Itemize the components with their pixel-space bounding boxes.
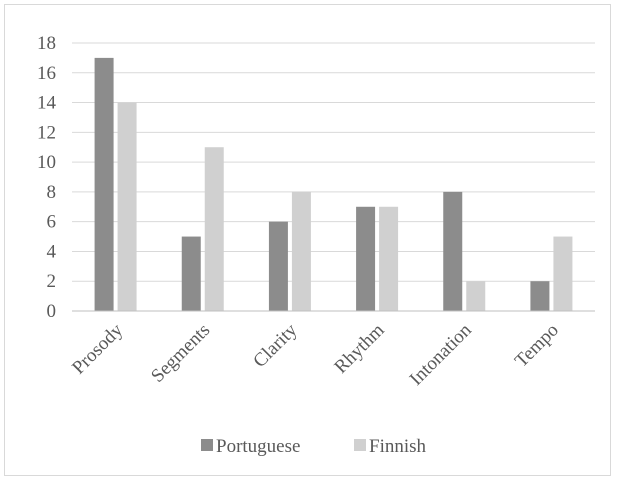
x-category-label: Rhythm	[330, 320, 388, 378]
legend: Portuguese Finnish	[201, 436, 427, 457]
x-axis-category-labels: Prosody Segments Clarity Rhythm Intonation Te…	[68, 319, 563, 389]
x-category-label: Prosody	[68, 319, 127, 378]
y-tick-label: 0	[47, 301, 57, 322]
chart-frame: 0 2 4 6 8 10 12 14 16 18 Prosody Segments Clarity Rh…	[4, 4, 611, 476]
bar-finnish-intonation	[466, 281, 486, 311]
bar-portuguese-segments	[181, 236, 201, 311]
bar-finnish-rhythm	[379, 206, 399, 311]
bar-finnish-prosody	[117, 102, 137, 311]
y-tick-label: 12	[37, 122, 56, 143]
y-tick-label: 2	[47, 271, 57, 292]
x-category-label: Tempo	[511, 320, 563, 372]
legend-label-finnish: Finnish	[369, 436, 427, 457]
y-tick-label: 4	[47, 241, 57, 262]
bar-portuguese-rhythm	[356, 206, 376, 311]
y-tick-label: 18	[37, 33, 56, 54]
y-tick-label: 16	[37, 63, 56, 84]
y-tick-label: 6	[47, 212, 57, 233]
y-tick-label: 8	[47, 182, 57, 203]
gridlines	[72, 42, 595, 282]
y-axis-tick-labels: 0 2 4 6 8 10 12 14 16 18	[37, 33, 57, 322]
legend-swatch-finnish	[354, 439, 366, 451]
legend-label-portuguese: Portuguese	[216, 436, 300, 457]
bars	[94, 57, 573, 312]
x-category-label: Intonation	[406, 319, 476, 389]
x-category-label: Segments	[147, 320, 214, 387]
bar-portuguese-tempo	[530, 281, 550, 311]
bar-portuguese-clarity	[268, 221, 288, 311]
y-tick-label: 14	[37, 93, 57, 114]
bar-finnish-clarity	[291, 191, 311, 311]
bar-finnish-segments	[204, 147, 224, 311]
bar-portuguese-prosody	[94, 57, 114, 312]
bar-chart: 0 2 4 6 8 10 12 14 16 18 Prosody Segments Clarity Rh…	[37, 33, 595, 457]
x-category-label: Clarity	[249, 319, 302, 372]
bar-finnish-tempo	[553, 236, 573, 311]
legend-swatch-portuguese	[201, 439, 213, 451]
bar-portuguese-intonation	[443, 191, 463, 311]
y-tick-label: 10	[37, 152, 56, 173]
